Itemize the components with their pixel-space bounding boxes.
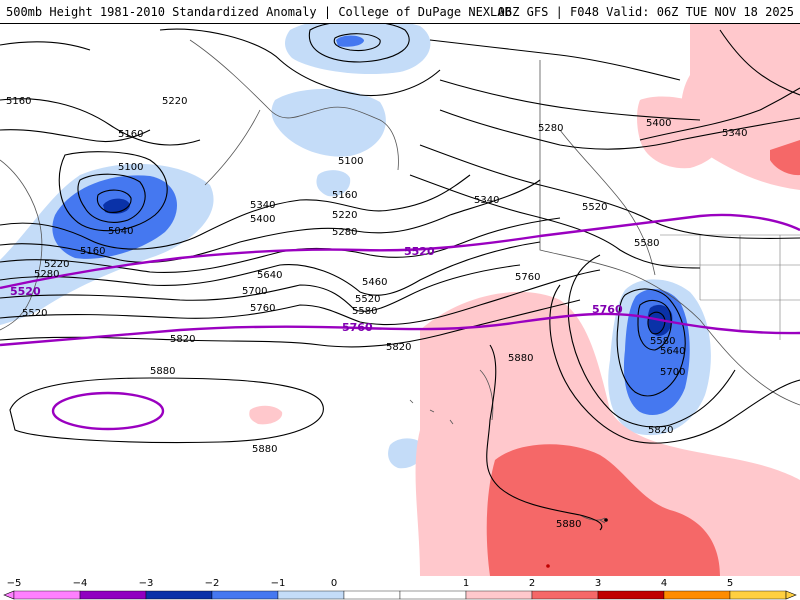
- label-5220: 5220: [162, 96, 187, 107]
- label-5880: 5880: [252, 444, 277, 455]
- label-5580: 5580: [634, 238, 659, 249]
- label-5520: 5520: [582, 202, 607, 213]
- colorbar-tick-label: −4: [73, 578, 88, 589]
- station-marker: [546, 564, 550, 568]
- thickness-label-5520: 5520: [404, 245, 435, 258]
- label-5520: 5520: [355, 294, 380, 305]
- station-marker: [604, 518, 608, 522]
- label-5640: 5640: [660, 346, 685, 357]
- thickness-label-5760: 5760: [592, 303, 623, 316]
- anomaly-neg2-cutoff: [623, 289, 690, 415]
- anomaly-map: 5160 5220 5160 5100 5040 5160 5220 5280 …: [0, 24, 800, 576]
- label-5160: 5160: [80, 246, 105, 257]
- cb-seg-neg1: [277, 590, 345, 600]
- colorbar-tick-label: −2: [205, 578, 220, 589]
- label-5400: 5400: [250, 214, 275, 225]
- label-5160: 5160: [332, 190, 357, 201]
- header-bar: 500mb Height 1981-2010 Standardized Anom…: [0, 0, 800, 24]
- colorbar-tick-label: 1: [463, 578, 469, 589]
- cb-seg-neg4: [79, 590, 147, 600]
- height-contours: [0, 24, 800, 531]
- cb-seg-neg5: [13, 590, 81, 600]
- label-5700: 5700: [660, 367, 685, 378]
- cb-seg-pos5: [729, 590, 787, 600]
- label-5160: 5160: [6, 96, 31, 107]
- cb-seg-pos3: [597, 590, 665, 600]
- label-5100: 5100: [118, 162, 143, 173]
- colorbar-tick-label: 5: [727, 578, 733, 589]
- label-5820: 5820: [648, 425, 673, 436]
- cb-seg-neg3: [145, 590, 213, 600]
- cb-arrow-right: [785, 590, 797, 600]
- label-5280: 5280: [34, 269, 59, 280]
- label-5340: 5340: [474, 195, 499, 206]
- label-5700: 5700: [242, 286, 267, 297]
- label-5280: 5280: [332, 227, 357, 238]
- label-5880: 5880: [150, 366, 175, 377]
- cb-seg-pos1: [465, 590, 533, 600]
- label-5400: 5400: [646, 118, 671, 129]
- anomaly-pos1-bc: [637, 96, 726, 169]
- contour-labels: 5160 5220 5160 5100 5040 5160 5220 5280 …: [6, 96, 747, 530]
- label-5820: 5820: [170, 334, 195, 345]
- cb-seg-zero-pos: [399, 590, 467, 600]
- label-5040: 5040: [108, 226, 133, 237]
- colorbar: −5 −4 −3 −2 −1 0 1 2 3 4 5: [0, 576, 800, 600]
- anomaly-pos1-central-pac: [249, 405, 283, 425]
- anomaly-neg1-hawaii: [388, 438, 425, 469]
- coastlines: [0, 39, 800, 524]
- colorbar-tick-label: −5: [7, 578, 22, 589]
- run-info: 06Z GFS | F048 Valid: 06Z TUE NOV 18 202…: [497, 5, 794, 19]
- anomaly-neg1-gulf-ak: [271, 88, 386, 157]
- thickness-contours: [0, 213, 800, 431]
- anomaly-neg1-bering: [285, 24, 431, 74]
- label-5580: 5580: [650, 336, 675, 347]
- colorbar-tick-label: 2: [529, 578, 535, 589]
- label-5760: 5760: [515, 272, 540, 283]
- label-5640: 5640: [257, 270, 282, 281]
- colorbar-tick-label: 4: [661, 578, 667, 589]
- anomaly-neg2-aleutian: [52, 175, 177, 259]
- colorbar-segments: [3, 590, 797, 600]
- colorbar-tick-label: 0: [331, 578, 337, 589]
- map-title: 500mb Height 1981-2010 Standardized Anom…: [6, 5, 512, 19]
- thickness-labels: 5520 5520 5760 5760: [10, 245, 623, 334]
- label-5520: 5520: [22, 308, 47, 319]
- label-5880: 5880: [508, 353, 533, 364]
- label-5100: 5100: [338, 156, 363, 167]
- thickness-label-5520: 5520: [10, 285, 41, 298]
- label-5160: 5160: [118, 129, 143, 140]
- label-5220: 5220: [44, 259, 69, 270]
- label-5280: 5280: [538, 123, 563, 134]
- thickness-label-5760: 5760: [342, 321, 373, 334]
- colorbar-tick-label: −1: [271, 578, 286, 589]
- label-5220: 5220: [332, 210, 357, 221]
- colorbar-tick-label: 3: [595, 578, 601, 589]
- anomaly-pos2-subtropics: [486, 444, 720, 576]
- label-5460: 5460: [362, 277, 387, 288]
- colorbar-tick-label: −3: [139, 578, 154, 589]
- label-5760: 5760: [250, 303, 275, 314]
- cb-seg-pos4: [663, 590, 731, 600]
- cb-seg-pos2: [531, 590, 599, 600]
- anomaly-neg1-small: [316, 170, 351, 197]
- label-5880: 5880: [556, 519, 581, 530]
- cb-seg-zero-neg: [343, 590, 401, 600]
- anomaly-pos2-canada: [770, 140, 800, 176]
- label-5340: 5340: [722, 128, 747, 139]
- label-5580: 5580: [352, 306, 377, 317]
- cb-seg-neg2: [211, 590, 279, 600]
- anomaly-neg2-bering: [336, 35, 364, 47]
- label-5340: 5340: [250, 200, 275, 211]
- label-5820: 5820: [386, 342, 411, 353]
